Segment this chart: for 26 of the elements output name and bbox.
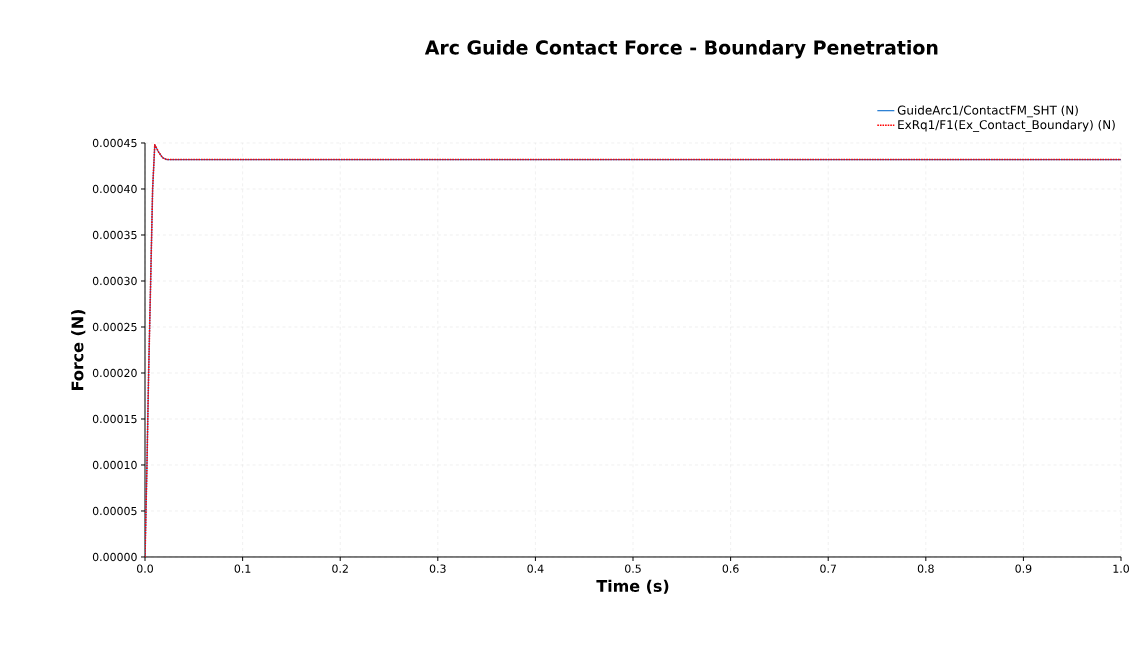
- y-tick-label: 0.00045: [92, 138, 137, 148]
- chart-title: Arc Guide Contact Force - Boundary Penetration: [424, 40, 938, 59]
- x-tick-label: 0.6: [722, 564, 739, 573]
- y-tick-label: 0.00030: [92, 276, 137, 286]
- x-tick-label: 1.0: [1113, 564, 1129, 573]
- x-tick-label: 0.5: [625, 564, 641, 573]
- y-tick-label: 0.00010: [92, 460, 137, 470]
- x-tick-label: 0.3: [429, 564, 446, 573]
- y-tick-label: 0.00000: [92, 552, 137, 562]
- x-tick-label: 0.1: [234, 564, 251, 573]
- x-tick-label: 0.0: [137, 564, 153, 573]
- y-tick-label: 0.00020: [92, 368, 137, 378]
- y-tick-label: 0.00025: [92, 322, 137, 332]
- x-tick-label: 0.9: [1015, 564, 1032, 573]
- y-tick-label: 0.00040: [92, 184, 137, 194]
- x-tick-label: 0.4: [527, 564, 544, 573]
- legend-label: ExRq1/F1(Ex_Contact_Boundary) (N): [898, 119, 1115, 132]
- y-tick-label: 0.00035: [92, 230, 137, 240]
- x-axis-title: Time (s): [596, 579, 669, 594]
- x-tick-label: 0.8: [917, 564, 934, 573]
- x-tick-label: 0.7: [820, 564, 836, 573]
- y-tick-label: 0.00005: [92, 506, 137, 516]
- y-tick-label: 0.00015: [92, 414, 137, 424]
- x-tick-label: 0.2: [332, 564, 348, 573]
- legend-label: GuideArc1/ContactFM_SHT (N): [897, 105, 1078, 118]
- y-axis-title: Force (N): [71, 309, 86, 390]
